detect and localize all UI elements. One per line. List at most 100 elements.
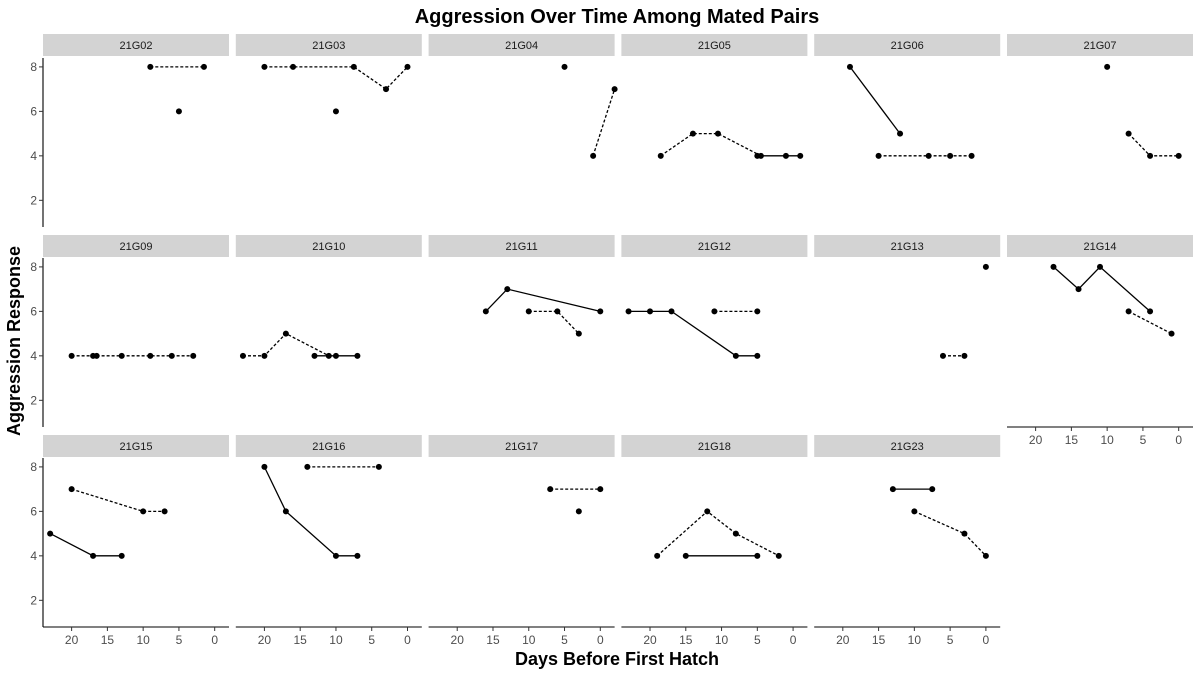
y-tick-label: 4 — [30, 549, 37, 563]
panel-strip-label: 21G11 — [505, 241, 537, 253]
data-point — [911, 508, 918, 515]
data-point — [754, 152, 761, 159]
data-point — [689, 130, 696, 137]
dashed-series-line — [592, 88, 616, 156]
data-point — [925, 152, 932, 159]
panel-strip-label: 21G14 — [1083, 241, 1116, 253]
x-tick-label: 20 — [643, 633, 657, 647]
data-point — [282, 330, 289, 337]
data-point — [1125, 130, 1132, 137]
data-point — [404, 63, 411, 70]
y-tick-label: 2 — [30, 393, 37, 407]
solid-series-line — [485, 288, 601, 313]
data-point — [554, 308, 561, 315]
data-point — [597, 486, 604, 493]
data-point — [704, 508, 711, 515]
panel-strip — [621, 235, 808, 257]
panel-21G16: 21G16 20 15 10 5 0 — [235, 435, 422, 647]
data-point — [732, 352, 739, 359]
data-point — [575, 330, 582, 337]
data-point — [1050, 263, 1057, 270]
data-point — [261, 463, 268, 470]
data-point — [290, 63, 297, 70]
x-tick-label: 5 — [1140, 433, 1147, 447]
data-point — [332, 108, 339, 115]
data-point — [375, 463, 382, 470]
y-tick-label: 8 — [30, 60, 37, 74]
x-tick-label: 15 — [872, 633, 886, 647]
data-point — [714, 130, 721, 137]
data-point — [547, 486, 554, 493]
panel-21G13: 21G13 — [814, 235, 1001, 359]
solid-series-line — [1053, 266, 1151, 312]
panel-strip — [1007, 34, 1193, 56]
data-point — [754, 308, 761, 315]
dashed-series-line — [243, 332, 336, 357]
data-point — [754, 352, 761, 359]
x-tick-label: 20 — [451, 633, 465, 647]
chart-title: Aggression Over Time Among Mated Pairs — [415, 6, 820, 28]
solid-series-line — [628, 310, 758, 357]
panel-21G17: 21G17 20 15 10 5 0 — [428, 435, 615, 647]
data-point — [797, 152, 804, 159]
data-point — [68, 352, 75, 359]
panel-strip — [235, 435, 422, 457]
data-point — [47, 530, 54, 537]
dashed-series-line — [1128, 133, 1179, 157]
data-point — [654, 552, 661, 559]
data-point — [161, 508, 168, 515]
panel-21G18: 21G18 20 15 10 5 0 — [621, 435, 808, 647]
data-point — [775, 552, 782, 559]
panel-strip — [43, 235, 229, 257]
panel-strip-label: 21G13 — [891, 241, 924, 253]
panel-21G03: 21G03 — [235, 34, 422, 115]
panel-strip — [814, 235, 1001, 257]
panel-strip — [814, 34, 1001, 56]
data-point — [190, 352, 197, 359]
y-tick-label: 4 — [30, 349, 37, 363]
panel-strip-label: 21G02 — [119, 40, 152, 52]
data-point — [590, 152, 597, 159]
data-point — [147, 63, 154, 70]
data-point — [611, 86, 618, 93]
data-point — [1147, 152, 1154, 159]
x-tick-label: 5 — [176, 633, 183, 647]
data-point — [961, 352, 968, 359]
x-tick-label: 20 — [836, 633, 850, 647]
x-tick-label: 10 — [715, 633, 729, 647]
data-point — [929, 486, 936, 493]
panel-21G07: 21G07 — [1007, 34, 1193, 159]
data-point — [732, 530, 739, 537]
dashed-series-line — [914, 510, 987, 557]
panel-21G23: 21G23 20 15 10 5 0 — [814, 435, 1001, 647]
data-point — [482, 308, 489, 315]
panel-strip — [43, 34, 229, 56]
x-tick-label: 20 — [65, 633, 79, 647]
panel-strip-label: 21G12 — [698, 241, 731, 253]
x-tick-label: 15 — [101, 633, 115, 647]
x-tick-label: 15 — [679, 633, 693, 647]
data-point — [897, 130, 904, 137]
panel-strip-label: 21G16 — [312, 441, 345, 453]
x-tick-label: 0 — [983, 633, 990, 647]
dashed-series-line — [1128, 310, 1172, 335]
data-point — [947, 152, 954, 159]
panel-21G10: 21G10 — [235, 235, 422, 359]
data-point — [982, 263, 989, 270]
panel-21G06: 21G06 — [814, 34, 1001, 159]
data-point — [1104, 63, 1111, 70]
x-tick-label: 20 — [258, 633, 272, 647]
panel-strip-label: 21G15 — [119, 441, 152, 453]
data-point — [147, 352, 154, 359]
y-tick-label: 6 — [30, 304, 37, 318]
panel-21G02: 21G02 2 4 6 8 — [30, 34, 229, 227]
panel-strip — [428, 34, 615, 56]
data-point — [682, 552, 689, 559]
data-point — [968, 152, 975, 159]
y-tick-label: 2 — [30, 593, 37, 607]
y-tick-label: 6 — [30, 504, 37, 518]
x-tick-label: 0 — [1175, 433, 1182, 447]
data-point — [304, 463, 311, 470]
data-point — [782, 152, 789, 159]
data-point — [311, 352, 318, 359]
